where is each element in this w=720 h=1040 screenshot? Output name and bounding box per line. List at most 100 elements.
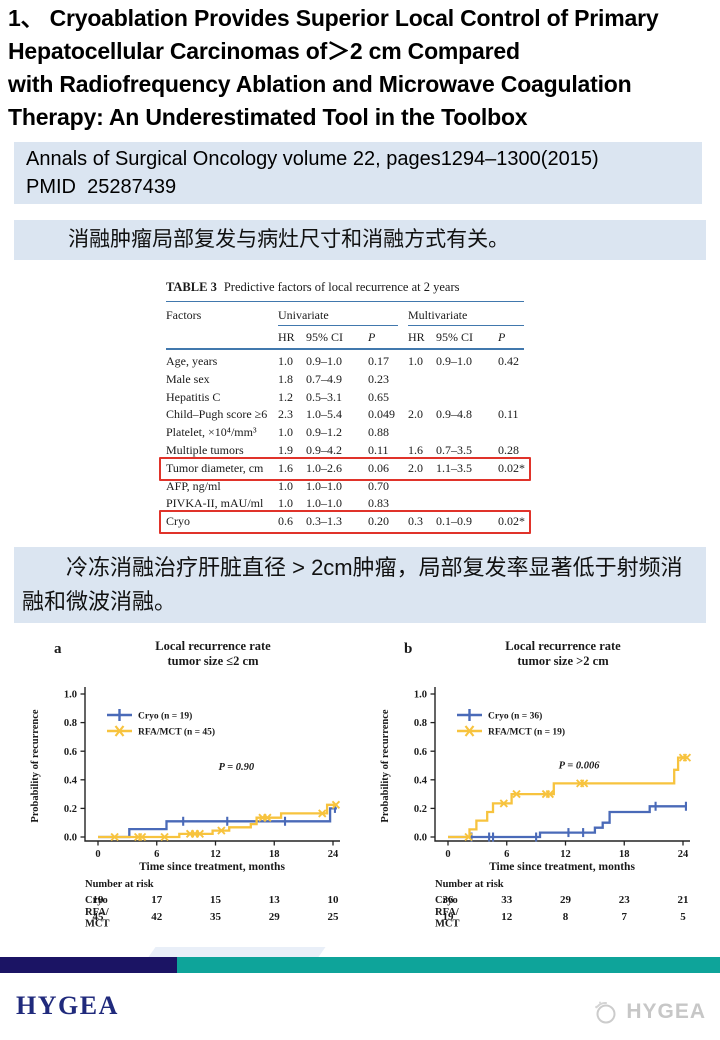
risk-value: 25 — [328, 911, 340, 923]
risk-row-name: Cryo — [435, 895, 458, 906]
axes — [434, 687, 690, 842]
cryo-curve — [448, 805, 687, 839]
legend-label: Cryo (n = 19) — [138, 711, 192, 722]
slide-title: 1、 Cryoablation Provides Superior Local … — [8, 5, 659, 130]
summary-box-1: 消融肿瘤局部复发与病灶尺寸和消融方式有关。 — [14, 220, 706, 260]
table-cell: 2.3 — [278, 407, 293, 422]
table-body: Age, years 1.0 0.9–1.0 0.17 1.0 0.9–1.0 0.42 Ma… — [166, 350, 525, 534]
risk-value: 12 — [501, 911, 513, 923]
summary-box-2: 冷冻消融治疗肝脏直径 > 2cm肿瘤，局部复发率显著低于射频消融和微波消融。 — [14, 547, 706, 623]
axes — [84, 687, 340, 842]
rfa-mct-curve — [448, 756, 687, 839]
panel-letter-b: b — [404, 641, 413, 657]
table-cell: 1.0 — [278, 425, 293, 440]
table-cell: 1.0 — [408, 354, 423, 368]
legend-label: RFA/MCT (n = 45) — [138, 727, 215, 738]
table-cell: Tumor diameter, cm — [166, 460, 264, 475]
table-cell: Cryo — [166, 514, 190, 529]
x-tick-label: 0 — [445, 849, 450, 860]
risk-value: 29 — [269, 911, 281, 923]
y-tick-label: 0.6 — [414, 747, 427, 758]
table-cell: 2.0 — [408, 407, 423, 422]
x-tick-label: 24 — [328, 849, 339, 860]
censor-mark — [331, 800, 341, 809]
table-cell: Multiple tumors — [166, 442, 244, 457]
table-header: Factors Univariate Multivariate HR 95% C… — [166, 301, 524, 350]
table-cell: 0.70 — [368, 478, 389, 493]
risk-value: 29 — [560, 894, 572, 906]
y-tick-label: 0.6 — [64, 747, 77, 758]
table-cell: 0.9–4.8 — [436, 407, 472, 422]
table3: TABLE 3 Predictive factors of local recur… — [159, 280, 531, 534]
table-cell: Child–Pugh score ≥6 — [166, 407, 268, 422]
risk-row-name: MCT — [85, 919, 110, 930]
risk-value: 33 — [501, 894, 513, 906]
table-row: Cryo 0.6 0.3–1.3 0.20 0.3 0.1–0.9 0.02* — [166, 513, 525, 531]
number-at-risk-label: Number at risk — [85, 879, 154, 890]
y-tick-label: 1.0 — [64, 690, 77, 701]
watermark: HYGEA — [590, 997, 706, 1027]
table-caption-label: TABLE 3 — [166, 280, 217, 294]
footer-bar-navy — [0, 957, 177, 973]
table-cell: 1.0 — [278, 354, 293, 368]
table-row: Multiple tumors 1.9 0.9–4.2 0.11 1.6 0.7–3.5 0… — [166, 442, 524, 460]
table-cell: 1.0–5.4 — [306, 407, 342, 422]
table-row: Platelet, ×10⁴/mm³ 1.0 0.9–1.2 0.88 — [166, 424, 524, 442]
table-cell: 0.7–3.5 — [436, 442, 472, 457]
col-group-univariate: Univariate — [278, 305, 398, 326]
table-cell: 0.83 — [368, 496, 389, 511]
table-cell: 1.2 — [278, 389, 293, 404]
censor-mark — [110, 832, 119, 842]
x-tick-label: 18 — [269, 849, 280, 860]
km-chart-a: 0 6 12 18 24 0.0 0.2 0.4 0.6 0.8 1.0 Probability of… — [30, 687, 341, 930]
table-cell: 1.6 — [408, 442, 423, 457]
y-tick-label: 0.0 — [64, 833, 77, 844]
y-axis-label: Probability of recurrence — [380, 709, 391, 822]
y-tick-label: 0.4 — [64, 775, 78, 786]
table-cell: 0.02* — [498, 460, 525, 475]
risk-value: 23 — [619, 894, 631, 906]
legend-label: Cryo (n = 36) — [488, 711, 542, 722]
chart-panel-a: a Local recurrence rate tumor size ≤2 cm… — [28, 636, 368, 938]
table-cell: 0.3 — [408, 514, 423, 529]
table-row: Child–Pugh score ≥6 2.3 1.0–5.4 0.049 2.0 0.9… — [166, 406, 524, 424]
censor-mark — [579, 779, 589, 788]
table-cell: 0.6 — [278, 514, 293, 529]
censor-mark — [464, 832, 473, 842]
table-cell: 0.17 — [368, 354, 389, 368]
table-cell: 2.0 — [408, 460, 423, 475]
x-tick-label: 18 — [619, 849, 630, 860]
table-caption: TABLE 3 Predictive factors of local recur… — [166, 280, 524, 301]
footer-bar-teal — [177, 957, 720, 973]
table-cell: 0.20 — [368, 514, 389, 529]
risk-value: 36 — [443, 894, 455, 906]
chart-a-title: Local recurrence rate tumor size ≤2 cm — [73, 639, 353, 669]
risk-row-name: RFA/ — [85, 907, 110, 918]
censor-mark — [137, 832, 147, 842]
x-tick-label: 24 — [678, 849, 689, 860]
risk-value: 17 — [151, 894, 163, 906]
table-cell: PIVKA-II, mAU/ml — [166, 496, 264, 511]
risk-row-name: Cryo — [85, 895, 108, 906]
table-cell: 0.1–0.9 — [436, 514, 472, 529]
col-header-factors: Factors — [166, 308, 202, 322]
table-cell: 1.0 — [278, 478, 293, 493]
table-row: Male sex 1.8 0.7–4.9 0.23 — [166, 371, 524, 389]
table-cell: 0.28 — [498, 442, 519, 457]
table-cell: Hepatitis C — [166, 389, 221, 404]
table-cell: 0.9–1.2 — [306, 425, 342, 440]
col-header-ci: 95% CI — [306, 330, 343, 344]
x-axis-label: Time since treatment, months — [489, 861, 635, 873]
x-tick-label: 6 — [154, 849, 159, 860]
risk-value: 21 — [678, 894, 689, 906]
y-tick-label: 0.8 — [414, 718, 427, 729]
chart-b-title-line1: Local recurrence rate — [505, 639, 621, 653]
table-cell: 1.6 — [278, 460, 293, 475]
table-cell: 0.3–1.3 — [306, 514, 342, 529]
table-cell: 0.9–1.0 — [436, 354, 472, 368]
table-row: Tumor diameter, cm 1.6 1.0–2.6 0.06 2.0 1.1–3… — [166, 460, 525, 478]
censor-mark — [499, 799, 508, 808]
y-tick-label: 0.8 — [64, 718, 77, 729]
table-cell: Platelet, ×10⁴/mm³ — [166, 425, 257, 440]
x-tick-label: 0 — [95, 849, 100, 860]
